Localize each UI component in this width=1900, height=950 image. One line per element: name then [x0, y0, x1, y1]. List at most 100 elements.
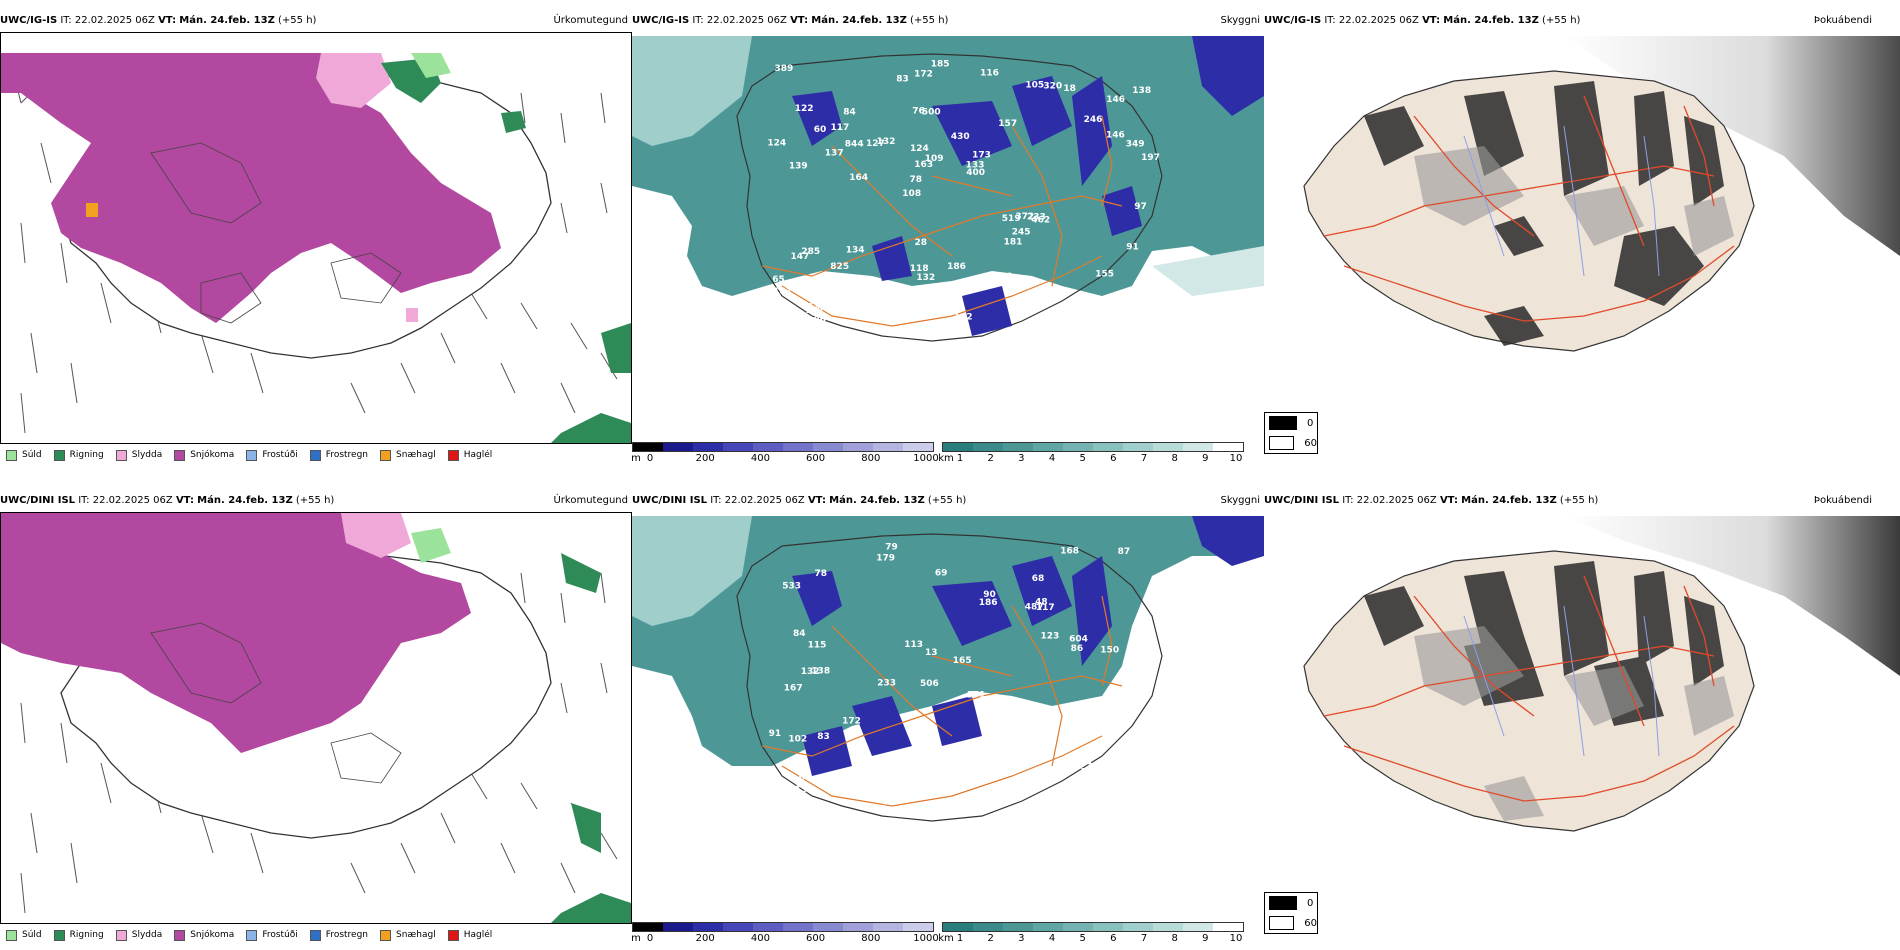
cloud-base-unit: m	[631, 453, 641, 464]
legend-swatch-frostregn	[309, 929, 321, 941]
it-label: IT:	[1342, 495, 1354, 506]
legend-label: Snjókoma	[190, 450, 235, 460]
ceiling-label: 18	[1063, 84, 1076, 94]
fog-legend-label: 60	[1304, 917, 1317, 929]
it-value: 22.02.2025 06Z	[1356, 495, 1437, 506]
legend-label: Haglél	[463, 450, 493, 460]
cloud-base-unit: m	[631, 933, 641, 944]
fog-map[interactable]	[1264, 36, 1900, 436]
road-network	[761, 595, 1123, 807]
ceiling-label: 181	[773, 287, 792, 297]
vt-label: VT:	[1439, 495, 1458, 506]
ceiling-label: 349	[1126, 140, 1145, 150]
cloud-base-colorbar	[632, 442, 934, 452]
model-name: UWC/IG-IS	[0, 15, 58, 26]
ceiling-label: 156	[1080, 767, 1099, 777]
panel-header: UWC/IG-IS IT: 22.02.2025 06Z VT: Mán. 24…	[1264, 12, 1900, 30]
visibility-tick-label: 1	[956, 933, 964, 944]
legend-label: Súld	[22, 930, 42, 940]
ceiling-labels: 116 139 146 108 157 130 76 430 285 132 181 238 500 17…	[767, 60, 1159, 326]
ceiling-label: 117	[1036, 603, 1055, 613]
cloud-base-color-step	[723, 923, 753, 931]
vt-label: VT:	[158, 15, 177, 26]
precip-map[interactable]	[0, 512, 632, 924]
visibility-scale: km 1 2 3 4 5 6 7 8 9 10	[938, 922, 1244, 946]
visibility-tick-label: 1	[956, 453, 964, 464]
vt-value: Mán. 24.feb. 13Z	[1443, 15, 1539, 26]
legend-label: Haglél	[463, 930, 493, 940]
lead-time: (+55 h)	[1542, 15, 1581, 26]
ceiling-label: 462	[1031, 216, 1050, 226]
ceiling-label: 137	[825, 148, 844, 158]
ceiling-label: 97	[1134, 202, 1147, 212]
legend-swatch-frostudi	[246, 449, 258, 461]
fog-map[interactable]	[1264, 516, 1900, 916]
ceiling-label: 169	[1069, 298, 1088, 308]
it-label: IT:	[710, 495, 722, 506]
legend-swatch-sudd	[6, 929, 17, 941]
model-name: UWC/DINI ISL	[1264, 495, 1340, 506]
visibility-color-step	[1123, 923, 1153, 931]
legend-label: Snjókoma	[190, 930, 235, 940]
visibility-tick-label: 6	[1110, 933, 1117, 944]
cloud-base-tick-label: 800	[861, 453, 881, 464]
cloud-base-ticks: m 0 200 400 600 800 1000	[631, 452, 939, 466]
visibility-tick-label: 9	[1202, 933, 1209, 944]
ceiling-label: 78	[910, 175, 923, 185]
ceiling-label: 65	[772, 275, 785, 285]
legend-item: Slydda	[115, 929, 163, 941]
precip-panel-top: UWC/IG-IS IT: 22.02.2025 06Z VT: Mán. 24…	[0, 12, 632, 464]
ceiling-label: 132	[801, 667, 820, 677]
road-network	[1323, 575, 1735, 802]
ceiling-label: 154	[940, 785, 959, 795]
precip-map[interactable]	[0, 32, 632, 444]
cloud-base-tick-label: 600	[806, 933, 826, 944]
visibility-tick-label: 6	[1110, 453, 1117, 464]
legend-item: Snæhagl	[380, 449, 436, 461]
ceiling-label: 173	[972, 151, 991, 161]
ceiling-label: 118	[910, 264, 929, 274]
ceiling-label: 138	[811, 667, 830, 677]
ceiling-label: 500	[922, 107, 941, 117]
visibility-color-step	[1183, 443, 1213, 451]
ceiling-label: 164	[849, 173, 868, 183]
ceiling-label: 196	[1131, 647, 1150, 657]
ceiling-labels: 79 68 196 506 171 138 533 487 167 186 165 157 179 233…	[769, 542, 1157, 807]
legend-label: Slydda	[131, 930, 163, 940]
ceiling-label: 109	[925, 154, 944, 164]
road-network	[1323, 95, 1735, 322]
visibility-map[interactable]: 79 68 196 506 171 138 533 487 167 186 165 157 179 233…	[632, 516, 1264, 916]
visibility-map[interactable]: 116 139 146 108 157 130 76 430 285 132 181 238 500 17…	[632, 36, 1264, 436]
fog-grey-patches	[1414, 146, 1734, 256]
visibility-field	[632, 516, 1264, 766]
ceiling-label: 155	[1095, 270, 1114, 280]
ceiling-label: 506	[920, 679, 939, 689]
visibility-color-step	[1213, 923, 1243, 931]
it-value: 22.02.2025 06Z	[74, 15, 155, 26]
fog-dark-patches	[1364, 81, 1724, 346]
cloud-base-color-step	[633, 443, 663, 451]
ceiling-label: 130	[808, 302, 827, 312]
legend-swatch-slydda	[115, 449, 127, 461]
legend-swatch-snjokoma	[174, 929, 186, 941]
visibility-unit: km	[938, 933, 954, 944]
visibility-color-step	[1093, 443, 1123, 451]
ceiling-label: 68	[799, 773, 812, 783]
legend-swatch-snjokoma	[174, 449, 186, 461]
cloud-base-tick-label: 400	[750, 453, 770, 464]
visibility-color-step	[1123, 443, 1153, 451]
visibility-unit: km	[938, 453, 954, 464]
ceiling-label: 238	[834, 276, 853, 286]
visibility-colorbar	[942, 442, 1244, 452]
visibility-tick-label: 2	[987, 933, 994, 944]
ceiling-label: 86	[1071, 644, 1084, 654]
ceiling-label: 165	[953, 656, 972, 666]
cloud-base-tick-label: 800	[861, 933, 881, 944]
glacier-contours	[150, 142, 402, 324]
iceland-outline	[736, 533, 1163, 822]
low-ceiling-patches	[792, 556, 1112, 776]
ceiling-label: 197	[1141, 153, 1160, 163]
visibility-color-step	[1093, 923, 1123, 931]
ceiling-label: 245	[1012, 227, 1031, 237]
visibility-panel-top: UWC/IG-IS IT: 22.02.2025 06Z VT: Mán. 24…	[631, 12, 1264, 466]
